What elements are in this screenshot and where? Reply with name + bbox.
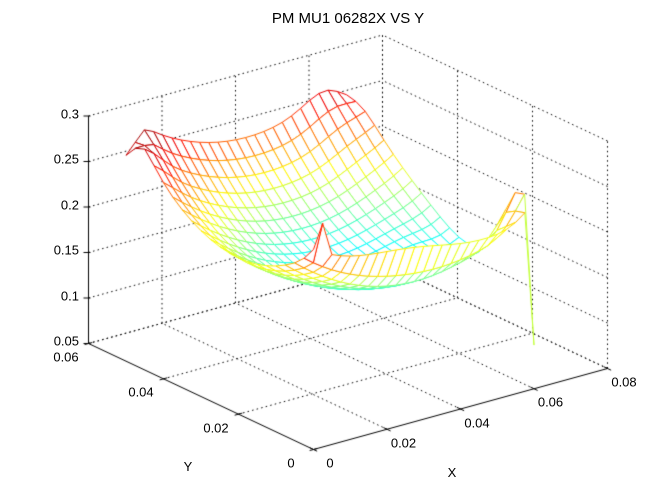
- y-tick-label: 0.06: [53, 349, 79, 365]
- z-tick-label: 0.3: [60, 106, 79, 121]
- z-tick-label: 0.2: [60, 197, 79, 212]
- x-tick-label: 0.06: [537, 394, 564, 410]
- x-tick-label: 0: [326, 455, 334, 471]
- x-tick-label: 0.08: [611, 374, 637, 390]
- x-axis-label: X: [447, 465, 457, 480]
- z-tick-label: 0.15: [53, 242, 79, 258]
- z-tick-label: 0.25: [53, 151, 79, 167]
- y-tick-label: 0.02: [203, 420, 229, 436]
- x-tick-label: 0.04: [464, 415, 490, 430]
- z-tick-label: 0.1: [60, 288, 79, 303]
- plot-title: PM MU1 06282X VS Y: [271, 10, 425, 27]
- z-tick-label: 0.05: [53, 333, 79, 349]
- x-tick-label: 0.02: [390, 435, 417, 451]
- y-tick-label: 0: [287, 455, 295, 471]
- y-tick-label: 0.04: [128, 384, 154, 400]
- y-axis-label: Y: [183, 459, 193, 474]
